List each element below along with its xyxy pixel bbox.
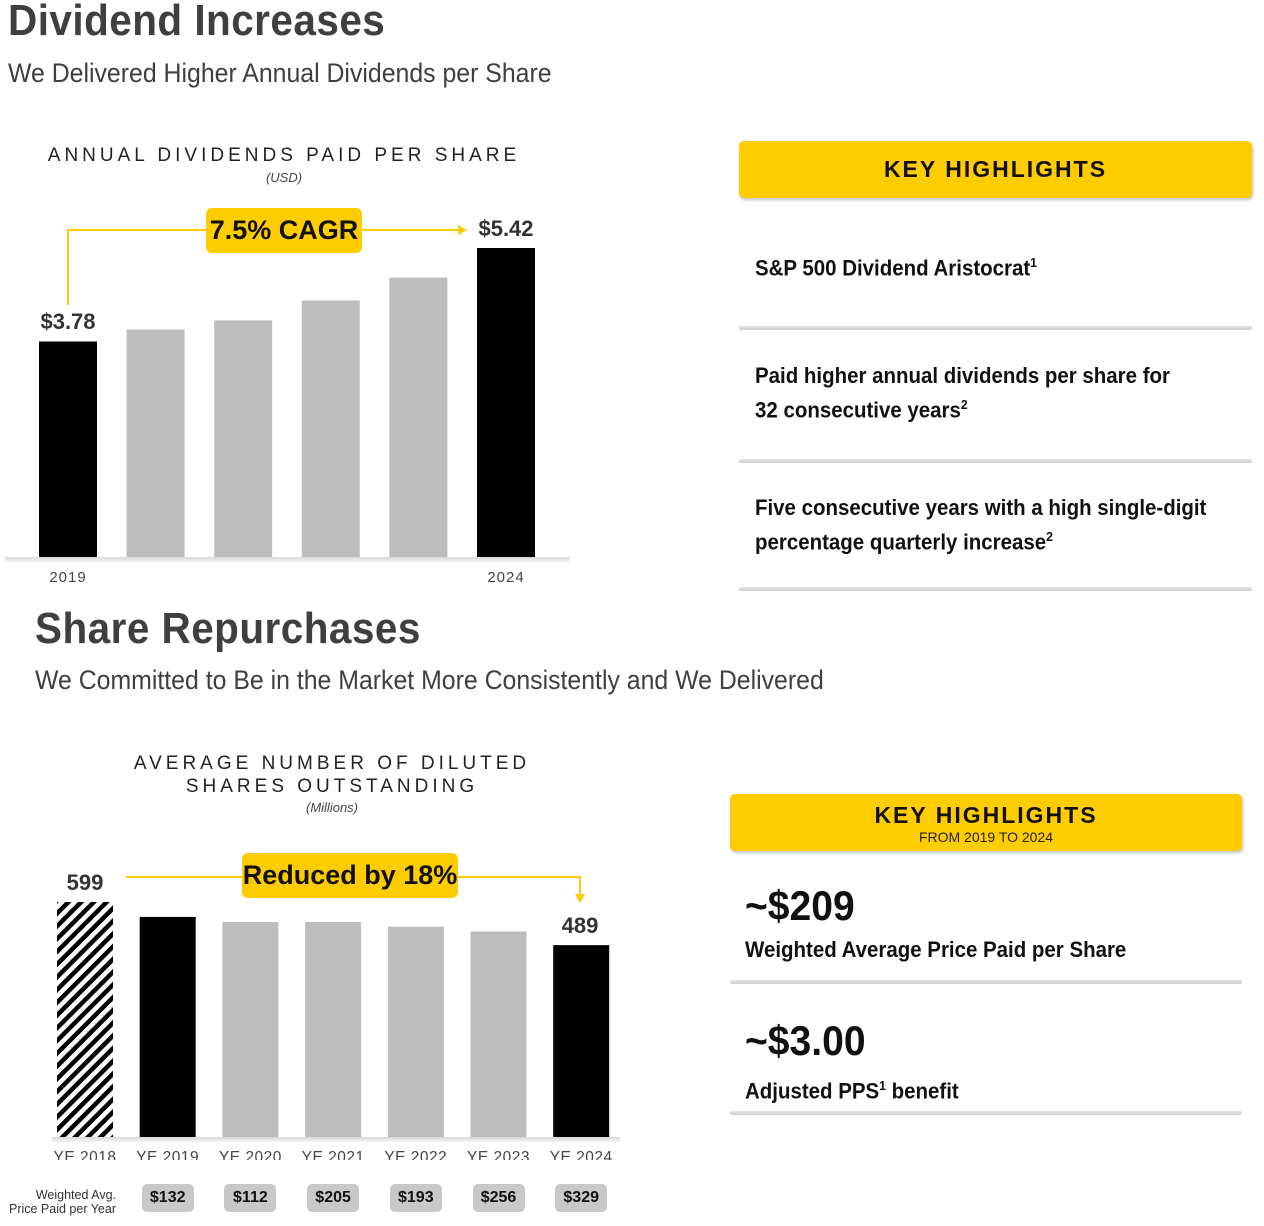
- divider: [739, 459, 1252, 463]
- reduced-arrow-head: [575, 894, 585, 903]
- dividend-bar-2023: [389, 277, 448, 557]
- shares-last-value-label: 489: [562, 913, 599, 938]
- metric-pps-label: Adjusted PPS1 benefit: [745, 1078, 959, 1104]
- dividend-bar-2020: [126, 329, 185, 557]
- dividend-bar-2019: [39, 341, 97, 557]
- price-paid-badge: $132: [141, 1184, 194, 1212]
- shares-x-label: YE 2018: [54, 1149, 117, 1160]
- price-paid-badge: $193: [389, 1184, 442, 1212]
- repurchases-title: Share Repurchases: [35, 604, 421, 653]
- price-paid-row: $132 $112 $205 $193 $256 $329: [0, 1184, 640, 1214]
- shares-bar-ye-2024: [553, 945, 610, 1137]
- shares-bar-ye-2020: [222, 922, 279, 1137]
- price-paid-badge: $256: [472, 1184, 525, 1212]
- dividend-x-first: 2019: [49, 569, 86, 586]
- shares-x-label: YE 2022: [384, 1149, 447, 1160]
- shares-bar-ye-2018: [57, 902, 113, 1137]
- dividend-chart-unit: (USD): [265, 170, 303, 185]
- repurchase-key-highlights-header: KEY HIGHLIGHTS FROM 2019 TO 2024: [730, 794, 1242, 851]
- dividend-key-highlights-header: KEY HIGHLIGHTS: [739, 141, 1252, 198]
- highlight-dividend-aristocrat: S&P 500 Dividend Aristocrat1: [755, 255, 1038, 281]
- dividend-first-value-label: $3.78: [40, 309, 95, 334]
- cagr-badge: 7.5% CAGR: [206, 208, 362, 253]
- shares-x-label: YE 2024: [550, 1149, 613, 1160]
- dividend-bar-2024: [477, 248, 535, 557]
- shares-bar-ye-2022: [387, 926, 444, 1137]
- cagr-arrow-head: [458, 225, 467, 235]
- shares-bar-ye-2019: [139, 916, 196, 1137]
- price-paid-badge: $329: [555, 1184, 608, 1212]
- dividends-title: Dividend Increases: [8, 0, 386, 45]
- dividends-subtitle: We Delivered Higher Annual Dividends per…: [8, 58, 552, 88]
- dividend-key-highlights-title: KEY HIGHLIGHTS: [883, 156, 1108, 182]
- reduced-connector-right: [458, 876, 581, 896]
- shares-x-label: YE 2019: [136, 1149, 199, 1160]
- shares-chart-title-line1: AVERAGE NUMBER OF DILUTED: [133, 753, 531, 774]
- shares-chart-title-line2: SHARES OUTSTANDING: [185, 776, 479, 797]
- dividend-chart-title: ANNUAL DIVIDENDS PAID PER SHARE: [47, 145, 521, 166]
- shares-chart-unit: (Millions): [306, 800, 358, 815]
- price-paid-caption: Weighted Avg. Price Paid per Year: [0, 1188, 116, 1216]
- repurchase-key-highlights-title: KEY HIGHLIGHTS: [874, 802, 1098, 828]
- divider: [739, 326, 1252, 330]
- shares-bar-ye-2021: [305, 922, 362, 1137]
- dividend-last-value-label: $5.42: [478, 216, 533, 241]
- repurchases-subtitle: We Committed to Be in the Market More Co…: [35, 665, 824, 695]
- metric-avg-price-value: ~$209: [745, 882, 855, 929]
- highlight-consecutive-years: Paid higher annual dividends per share f…: [755, 363, 1170, 423]
- shares-x-label: YE 2021: [302, 1149, 365, 1160]
- highlight-quarterly-increase: Five consecutive years with a high singl…: [755, 495, 1207, 555]
- price-paid-caption-line2: Price Paid per Year: [8, 1202, 116, 1216]
- price-paid-badge: $205: [307, 1184, 360, 1212]
- shares-chart: 599 489 YE 2018 YE 2019 YE 2020 YE 2021 YE 2…: [52, 870, 620, 1160]
- divider: [730, 980, 1242, 984]
- shares-first-value-label: 599: [67, 870, 104, 895]
- reduced-badge: Reduced by 18%: [242, 853, 458, 898]
- divider: [739, 587, 1252, 591]
- divider: [730, 1111, 1242, 1115]
- cagr-connector-left: [67, 229, 206, 305]
- dividend-bar-2021: [214, 320, 273, 557]
- shares-chart-baseline: [52, 1137, 620, 1142]
- dividend-bar-2022: [301, 300, 360, 557]
- dividend-chart: $3.78 $5.42 2019 2024: [5, 216, 570, 586]
- shares-x-label: YE 2020: [219, 1149, 282, 1160]
- shares-bar-ye-2023: [470, 931, 527, 1137]
- price-paid-badge: $112: [224, 1184, 277, 1212]
- price-paid-caption-line1: Weighted Avg.: [35, 1188, 116, 1202]
- repurchase-key-highlights-subtitle: FROM 2019 TO 2024: [918, 829, 1054, 845]
- metric-pps-value: ~$3.00: [745, 1017, 866, 1064]
- dividend-x-last: 2024: [487, 569, 524, 586]
- metric-avg-price-label: Weighted Average Price Paid per Share: [745, 937, 1127, 962]
- dividend-chart-baseline: [5, 557, 570, 562]
- shares-x-label: YE 2023: [467, 1149, 530, 1160]
